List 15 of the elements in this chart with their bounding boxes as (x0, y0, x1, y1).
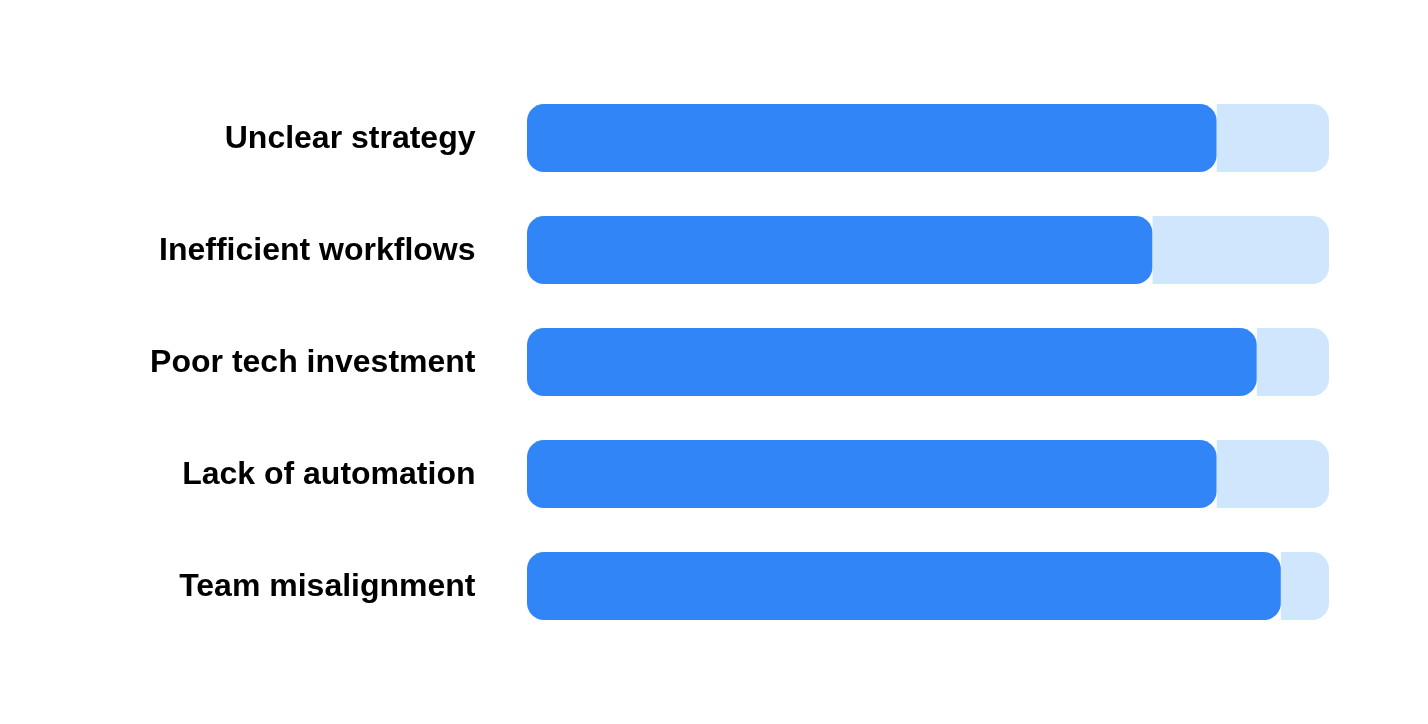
bar (527, 440, 1217, 509)
bar (527, 103, 1217, 172)
bar (527, 215, 1153, 284)
bar (527, 328, 1257, 396)
y-tick-label: Unclear strategy (224, 118, 476, 155)
y-tick-label: Poor tech investment (150, 343, 476, 379)
bar (1216, 103, 1329, 172)
y-tick-label: Inefficient workflows (159, 230, 476, 267)
y-tick-label: Team misalignment (179, 567, 476, 604)
bar (1280, 552, 1329, 621)
bar (1152, 215, 1329, 284)
y-tick-label: Lack of automation (182, 455, 476, 492)
bar (1216, 440, 1329, 509)
bar (1256, 328, 1329, 396)
bar (527, 552, 1281, 621)
